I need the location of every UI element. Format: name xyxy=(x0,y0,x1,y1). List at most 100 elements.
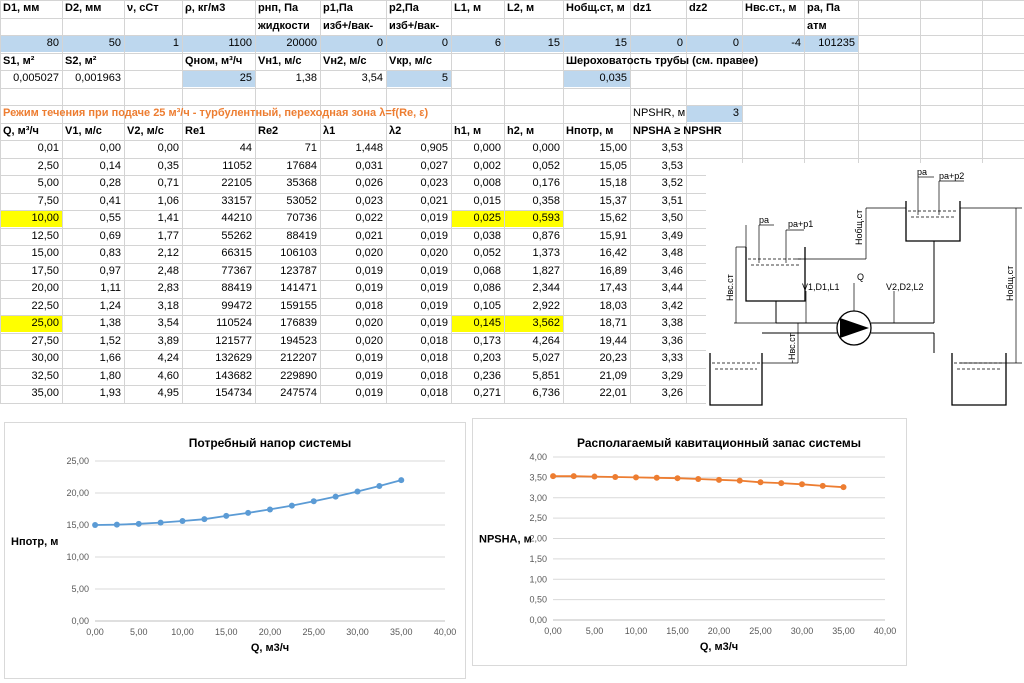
cell[interactable]: Q, м³/ч xyxy=(3,124,39,137)
cell[interactable]: NPSHA ≥ NPSHR xyxy=(633,124,722,137)
cell[interactable]: 0,019 xyxy=(355,352,383,364)
cell[interactable]: 35,00 xyxy=(31,387,59,399)
cell[interactable]: L2, м xyxy=(507,2,535,14)
cell[interactable]: 25,00 xyxy=(31,317,59,329)
cell[interactable]: 3,18 xyxy=(157,299,179,312)
cell[interactable]: 16,89 xyxy=(599,264,627,277)
cell[interactable]: 0,41 xyxy=(99,194,121,207)
cell[interactable]: 0,97 xyxy=(99,264,121,277)
cell[interactable]: 15,00 xyxy=(31,247,59,259)
cell[interactable]: 0,023 xyxy=(355,194,383,207)
cell[interactable]: 4,60 xyxy=(157,369,179,382)
cell[interactable]: 0,236 xyxy=(473,369,501,382)
cell[interactable]: 80 xyxy=(46,37,59,49)
cell[interactable]: 0,068 xyxy=(473,264,501,277)
cell[interactable]: 20,23 xyxy=(599,352,627,364)
cell[interactable]: 17,43 xyxy=(599,282,627,294)
cell[interactable]: 0,14 xyxy=(99,159,121,172)
cell[interactable]: 15,18 xyxy=(599,177,627,189)
cell[interactable]: 0 xyxy=(732,37,739,49)
cell[interactable]: 77367 xyxy=(221,264,252,277)
cell[interactable]: 5,027 xyxy=(532,352,560,364)
cell[interactable]: 0,018 xyxy=(420,334,448,347)
cell[interactable]: 35368 xyxy=(286,177,317,189)
cell[interactable]: λ2 xyxy=(389,124,402,137)
cell[interactable]: 25 xyxy=(239,72,252,84)
cell[interactable]: 1,448 xyxy=(355,142,383,154)
cell[interactable]: Re1 xyxy=(185,124,206,137)
cell[interactable]: 0,00 xyxy=(99,142,121,154)
cell[interactable]: 0,052 xyxy=(473,247,501,259)
cell[interactable]: ра, Па xyxy=(807,2,840,14)
cell[interactable]: 0,35 xyxy=(157,159,179,172)
cell[interactable]: 0,018 xyxy=(355,299,383,312)
cell[interactable]: 18,03 xyxy=(599,299,627,312)
cell[interactable]: 15,05 xyxy=(599,159,627,172)
cell[interactable]: 1 xyxy=(172,37,179,49)
cell[interactable]: 0,021 xyxy=(420,194,448,207)
cell[interactable]: 3,29 xyxy=(661,369,683,382)
cell[interactable]: 0,027 xyxy=(420,159,448,172)
cell[interactable]: 0,593 xyxy=(532,212,560,224)
cell[interactable]: 3,26 xyxy=(661,387,683,399)
cell[interactable]: 50 xyxy=(108,37,121,49)
cell[interactable]: 71 xyxy=(304,142,317,154)
cell[interactable]: 0 xyxy=(376,37,383,49)
cell[interactable]: 0,021 xyxy=(355,229,383,242)
cell[interactable]: 3,44 xyxy=(661,282,683,294)
cell[interactable]: 3,50 xyxy=(661,212,683,224)
cell[interactable]: 0,019 xyxy=(355,282,383,294)
cell[interactable]: 0,000 xyxy=(532,142,560,154)
cell[interactable]: 0,022 xyxy=(355,212,383,224)
cell[interactable]: 0,020 xyxy=(420,247,448,259)
cell[interactable]: 0,038 xyxy=(473,229,501,242)
cell[interactable]: 0 xyxy=(441,37,448,49)
cell[interactable]: 0,69 xyxy=(99,229,121,242)
cell[interactable]: 2,48 xyxy=(157,264,179,277)
cell[interactable]: L1, м xyxy=(454,2,482,14)
cell[interactable]: рнп, Па xyxy=(258,2,299,14)
cell[interactable]: 3,53 xyxy=(661,142,683,154)
cell[interactable]: 2,12 xyxy=(157,247,179,259)
cell[interactable]: 1,06 xyxy=(157,194,179,207)
cell[interactable]: Vкр, м/с xyxy=(389,54,432,67)
cell[interactable]: 0,176 xyxy=(532,177,560,189)
cell[interactable]: 22,01 xyxy=(599,387,627,399)
cell[interactable]: 22105 xyxy=(221,177,252,189)
cell[interactable]: 0,905 xyxy=(420,142,448,154)
cell[interactable]: 0,019 xyxy=(355,369,383,382)
cell[interactable]: 247574 xyxy=(280,387,317,399)
cell[interactable]: dz1 xyxy=(633,2,652,14)
cell[interactable]: 88419 xyxy=(286,229,317,242)
cell[interactable]: h2, м xyxy=(507,124,535,137)
cell[interactable]: 0,271 xyxy=(473,387,501,399)
cell[interactable]: 0,00 xyxy=(157,142,179,154)
cell[interactable]: 0,105 xyxy=(473,299,501,312)
cell[interactable]: 0,019 xyxy=(355,387,383,399)
cell[interactable]: р2,Па xyxy=(389,2,419,14)
cell[interactable]: 1,52 xyxy=(99,334,121,347)
cell[interactable]: 6,736 xyxy=(532,387,560,399)
cell[interactable]: 0,000 xyxy=(473,142,501,154)
cell[interactable]: 66315 xyxy=(221,247,252,259)
cell[interactable]: 70736 xyxy=(286,212,317,224)
cell[interactable]: 0,55 xyxy=(99,212,121,224)
cell[interactable]: Vн1, м/с xyxy=(258,54,302,67)
cell[interactable]: 0,005027 xyxy=(13,72,59,84)
cell[interactable]: 17,50 xyxy=(31,264,59,277)
cell[interactable]: 10,00 xyxy=(31,212,59,224)
cell[interactable]: 4,24 xyxy=(157,352,179,364)
cell[interactable]: 0,008 xyxy=(473,177,501,189)
cell[interactable]: S1, м² xyxy=(3,54,35,67)
cell[interactable]: h1, м xyxy=(454,124,482,137)
cell[interactable]: 55262 xyxy=(221,229,252,242)
cell[interactable]: 0,086 xyxy=(473,282,501,294)
cell[interactable]: изб+/вак- xyxy=(323,19,374,32)
cell[interactable]: 212207 xyxy=(280,352,317,364)
cell[interactable]: 99472 xyxy=(221,299,252,312)
cell[interactable]: 4,95 xyxy=(157,387,179,399)
cell[interactable]: 15,37 xyxy=(599,194,627,207)
cell[interactable]: 3,33 xyxy=(661,352,683,364)
cell[interactable]: 2,922 xyxy=(532,299,560,312)
